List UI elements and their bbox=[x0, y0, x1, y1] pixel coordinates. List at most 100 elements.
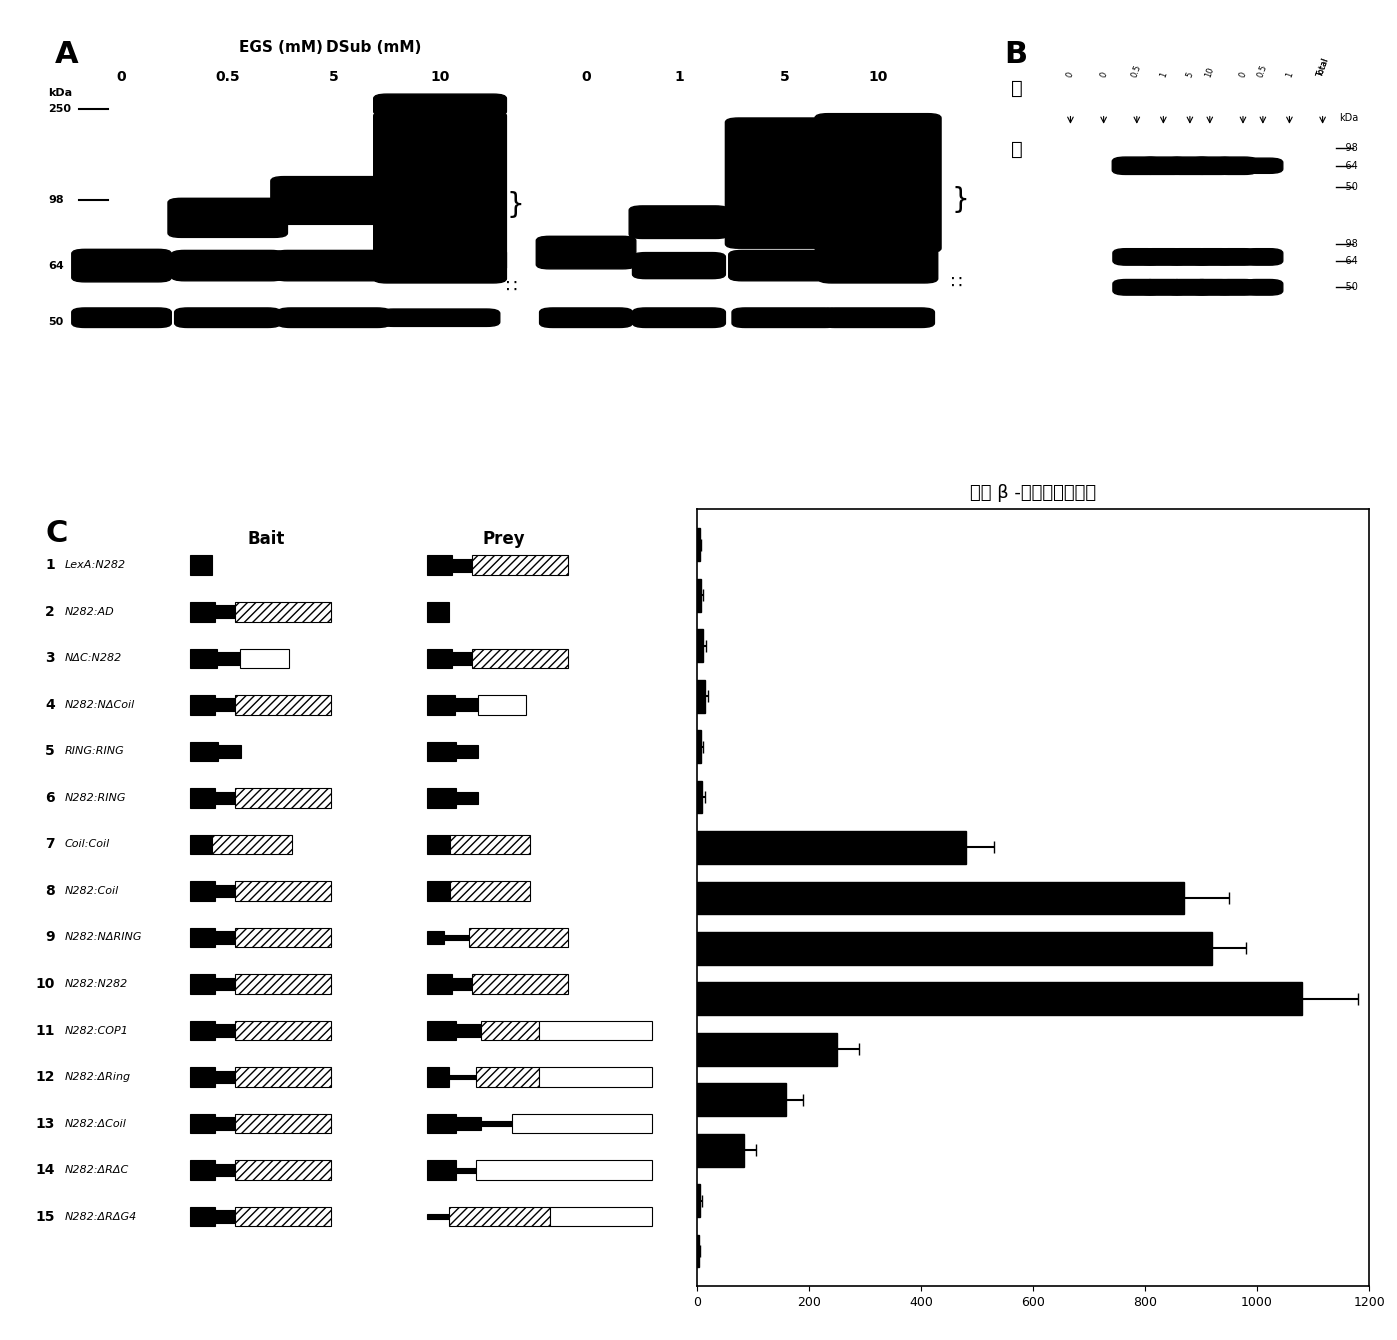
Bar bbox=[235, 1160, 331, 1179]
FancyBboxPatch shape bbox=[1243, 280, 1282, 295]
Text: 0: 0 bbox=[581, 70, 591, 84]
Text: N282:NΔRING: N282:NΔRING bbox=[64, 933, 142, 942]
Bar bbox=[455, 745, 478, 757]
Text: 6: 6 bbox=[45, 791, 54, 805]
Bar bbox=[235, 882, 331, 900]
Bar bbox=[476, 1067, 539, 1087]
Bar bbox=[453, 978, 472, 990]
Bar bbox=[215, 698, 235, 712]
FancyBboxPatch shape bbox=[539, 308, 633, 327]
Bar bbox=[190, 1114, 215, 1134]
Text: N282:N282: N282:N282 bbox=[64, 980, 127, 989]
Bar bbox=[427, 1160, 457, 1179]
Bar bbox=[235, 1114, 331, 1134]
Text: 光: 光 bbox=[1010, 79, 1023, 98]
Bar bbox=[215, 931, 235, 943]
Text: 98: 98 bbox=[49, 196, 64, 205]
FancyBboxPatch shape bbox=[732, 308, 838, 327]
Bar bbox=[457, 1167, 476, 1172]
Bar bbox=[697, 579, 701, 611]
Text: 10: 10 bbox=[430, 70, 450, 84]
Bar bbox=[455, 792, 478, 804]
Text: N282:ΔCoil: N282:ΔCoil bbox=[64, 1119, 126, 1128]
Text: N282:ΔRΔG4: N282:ΔRΔG4 bbox=[64, 1211, 137, 1222]
Bar bbox=[697, 679, 705, 713]
FancyBboxPatch shape bbox=[380, 310, 500, 327]
Text: DSub (mM): DSub (mM) bbox=[326, 40, 422, 55]
Bar bbox=[478, 695, 527, 714]
Text: 5: 5 bbox=[45, 744, 54, 758]
Bar bbox=[427, 1021, 457, 1040]
Text: 14: 14 bbox=[35, 1163, 54, 1177]
Bar bbox=[427, 974, 453, 994]
Text: 0: 0 bbox=[1066, 71, 1076, 79]
Text: 15: 15 bbox=[35, 1210, 54, 1223]
Bar bbox=[450, 835, 529, 854]
Bar bbox=[472, 974, 569, 994]
FancyBboxPatch shape bbox=[814, 114, 942, 252]
Bar bbox=[235, 1207, 331, 1226]
FancyBboxPatch shape bbox=[71, 308, 172, 327]
FancyBboxPatch shape bbox=[536, 236, 636, 269]
Bar bbox=[427, 695, 455, 714]
FancyBboxPatch shape bbox=[725, 118, 845, 248]
Text: EGS (mM): EGS (mM) bbox=[239, 40, 323, 55]
Text: RING:RING: RING:RING bbox=[64, 746, 124, 756]
Text: 64: 64 bbox=[49, 260, 64, 271]
Bar bbox=[427, 1214, 450, 1219]
Bar bbox=[212, 835, 292, 854]
Bar bbox=[427, 835, 450, 854]
Bar bbox=[697, 730, 701, 762]
FancyBboxPatch shape bbox=[1190, 249, 1235, 265]
Text: N282:ΔRing: N282:ΔRing bbox=[64, 1072, 130, 1081]
Bar bbox=[215, 606, 235, 618]
FancyBboxPatch shape bbox=[819, 248, 937, 283]
Bar bbox=[190, 741, 218, 761]
Text: 11: 11 bbox=[35, 1024, 54, 1037]
Text: 0: 0 bbox=[1098, 71, 1109, 79]
Bar bbox=[427, 931, 444, 943]
Text: 0.5: 0.5 bbox=[1256, 63, 1270, 79]
Text: ∷: ∷ bbox=[506, 279, 518, 296]
Bar bbox=[427, 788, 455, 808]
Bar bbox=[190, 649, 218, 669]
Text: N282:AD: N282:AD bbox=[64, 607, 115, 616]
Bar bbox=[472, 556, 569, 575]
FancyBboxPatch shape bbox=[373, 111, 506, 272]
Text: 3: 3 bbox=[45, 651, 54, 666]
Bar bbox=[450, 1075, 476, 1080]
FancyBboxPatch shape bbox=[175, 308, 281, 327]
Bar bbox=[427, 882, 450, 900]
Text: 7: 7 bbox=[45, 838, 54, 851]
Text: 0.5: 0.5 bbox=[215, 70, 240, 84]
FancyBboxPatch shape bbox=[1140, 280, 1187, 295]
Text: Coil:Coil: Coil:Coil bbox=[64, 839, 109, 850]
Bar bbox=[215, 792, 235, 804]
Bar bbox=[550, 1207, 651, 1226]
Text: -64: -64 bbox=[1343, 256, 1358, 267]
Bar bbox=[427, 602, 450, 622]
Text: -50: -50 bbox=[1343, 182, 1358, 193]
Text: N282:COP1: N282:COP1 bbox=[64, 1025, 129, 1036]
Bar bbox=[235, 1067, 331, 1087]
Text: 1: 1 bbox=[675, 70, 683, 84]
Text: B: B bbox=[1004, 40, 1027, 68]
Bar bbox=[235, 927, 331, 947]
Bar bbox=[215, 1163, 235, 1177]
Text: 10: 10 bbox=[1204, 66, 1215, 79]
Text: Total: Total bbox=[1315, 58, 1330, 79]
Bar bbox=[427, 1067, 450, 1087]
Text: 10: 10 bbox=[869, 70, 887, 84]
FancyBboxPatch shape bbox=[629, 206, 729, 239]
Bar bbox=[240, 649, 289, 669]
Bar bbox=[190, 1021, 215, 1040]
Bar bbox=[215, 884, 235, 898]
Bar bbox=[697, 1234, 698, 1268]
Text: N282:Coil: N282:Coil bbox=[64, 886, 119, 896]
FancyBboxPatch shape bbox=[1243, 158, 1282, 173]
FancyBboxPatch shape bbox=[1215, 249, 1257, 265]
Bar bbox=[697, 933, 1213, 965]
Bar bbox=[215, 978, 235, 990]
Text: 12: 12 bbox=[35, 1071, 54, 1084]
Text: N282:NΔCoil: N282:NΔCoil bbox=[64, 699, 134, 710]
